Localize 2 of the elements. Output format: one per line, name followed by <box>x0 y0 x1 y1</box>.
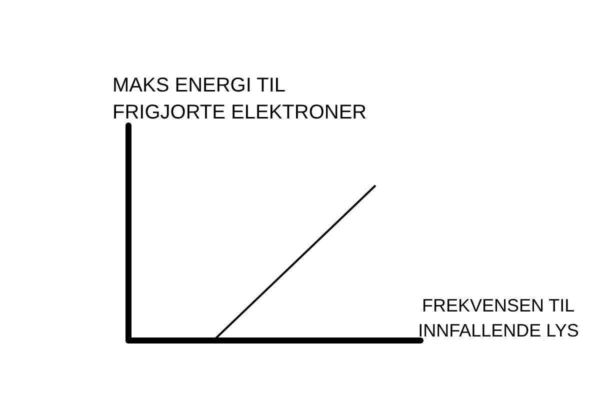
x-axis-title: FREKVENSEN TIL INNFALLENDE LYS <box>418 296 579 340</box>
y-axis-title: MAKS ENERGI TIL FRIGJORTE ELEKTRONER <box>112 74 367 124</box>
